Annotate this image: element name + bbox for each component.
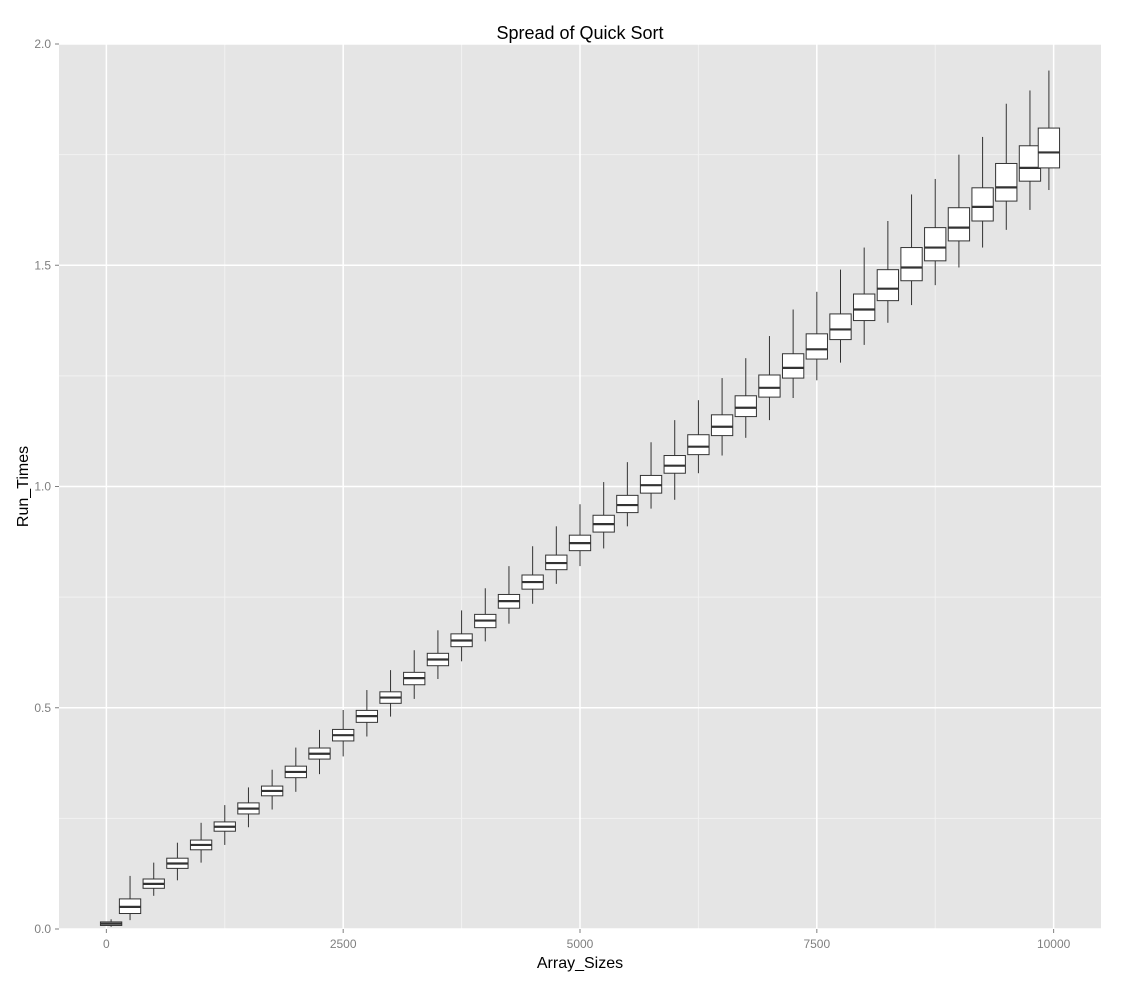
- y-axis-label: Run_Times: [15, 446, 32, 527]
- x-tick-label: 5000: [567, 937, 594, 951]
- box-27: [734, 358, 757, 438]
- box-18: [521, 546, 544, 604]
- box-22: [616, 462, 639, 527]
- box-11: [355, 690, 379, 737]
- box-15: [450, 610, 473, 662]
- box-iqr: [663, 455, 686, 474]
- box-9: [308, 729, 331, 775]
- box-7: [260, 769, 284, 810]
- box-iqr: [995, 162, 1018, 202]
- box-iqr: [971, 187, 994, 222]
- box-14: [426, 630, 450, 679]
- box-iqr: [1037, 127, 1061, 169]
- box-36: [947, 154, 971, 268]
- y-tick-label: 0.0: [34, 922, 51, 936]
- box-series: [99, 70, 1061, 927]
- box-13: [403, 650, 426, 699]
- x-axis-ticks: 0 2500 5000 7500 10000: [103, 929, 1071, 951]
- box-8: [284, 747, 307, 792]
- box-30: [805, 291, 828, 381]
- box-iqr: [805, 333, 828, 360]
- box-6: [237, 787, 260, 828]
- box-iqr: [853, 293, 876, 322]
- box-38: [995, 103, 1018, 230]
- box-0: [99, 919, 123, 927]
- box-39: [1018, 90, 1042, 210]
- y-tick-label: 1.5: [34, 258, 51, 272]
- box-iqr: [687, 434, 710, 456]
- y-tick-label: 0.5: [34, 701, 51, 715]
- box-37: [971, 136, 994, 248]
- box-21: [592, 482, 615, 549]
- y-axis-ticks: 0.0 0.5 1.0 1.5 2.0: [34, 37, 59, 936]
- box-iqr: [876, 269, 900, 302]
- box-3: [166, 842, 189, 881]
- x-tick-label: 10000: [1037, 937, 1071, 951]
- box-iqr: [734, 395, 757, 418]
- x-axis-label: Array_Sizes: [537, 955, 623, 972]
- chart-title: Spread of Quick Sort: [496, 23, 663, 43]
- x-tick-label: 0: [103, 937, 110, 951]
- box-iqr: [1018, 145, 1042, 182]
- box-iqr: [947, 207, 971, 242]
- y-tick-label: 1.0: [34, 480, 51, 494]
- box-33: [876, 221, 900, 323]
- box-24: [663, 420, 686, 500]
- box-29: [781, 309, 805, 398]
- box-4: [189, 822, 213, 863]
- x-tick-label: 7500: [803, 937, 830, 951]
- box-iqr: [710, 414, 734, 437]
- box-2: [142, 862, 165, 896]
- box-34: [900, 194, 923, 306]
- box-31: [829, 269, 852, 363]
- box-23: [639, 442, 663, 509]
- box-iqr: [924, 227, 947, 262]
- box-20: [568, 504, 592, 567]
- y-tick-label: 2.0: [34, 37, 51, 51]
- box-28: [758, 336, 781, 421]
- box-17: [497, 566, 521, 624]
- box-19: [545, 526, 568, 584]
- box-10: [332, 709, 355, 757]
- box-iqr: [758, 374, 781, 398]
- box-26: [710, 378, 734, 456]
- box-25: [687, 400, 710, 474]
- box-5: [213, 805, 236, 845]
- box-32: [853, 247, 876, 345]
- box-iqr: [829, 313, 852, 341]
- box-iqr: [616, 494, 639, 514]
- box-40: [1037, 70, 1061, 191]
- box-16: [474, 588, 497, 642]
- box-iqr: [900, 247, 923, 282]
- box-1: [118, 875, 142, 921]
- box-12: [379, 670, 402, 717]
- x-tick-label: 2500: [330, 937, 357, 951]
- box-35: [924, 178, 947, 286]
- box-iqr: [781, 353, 805, 379]
